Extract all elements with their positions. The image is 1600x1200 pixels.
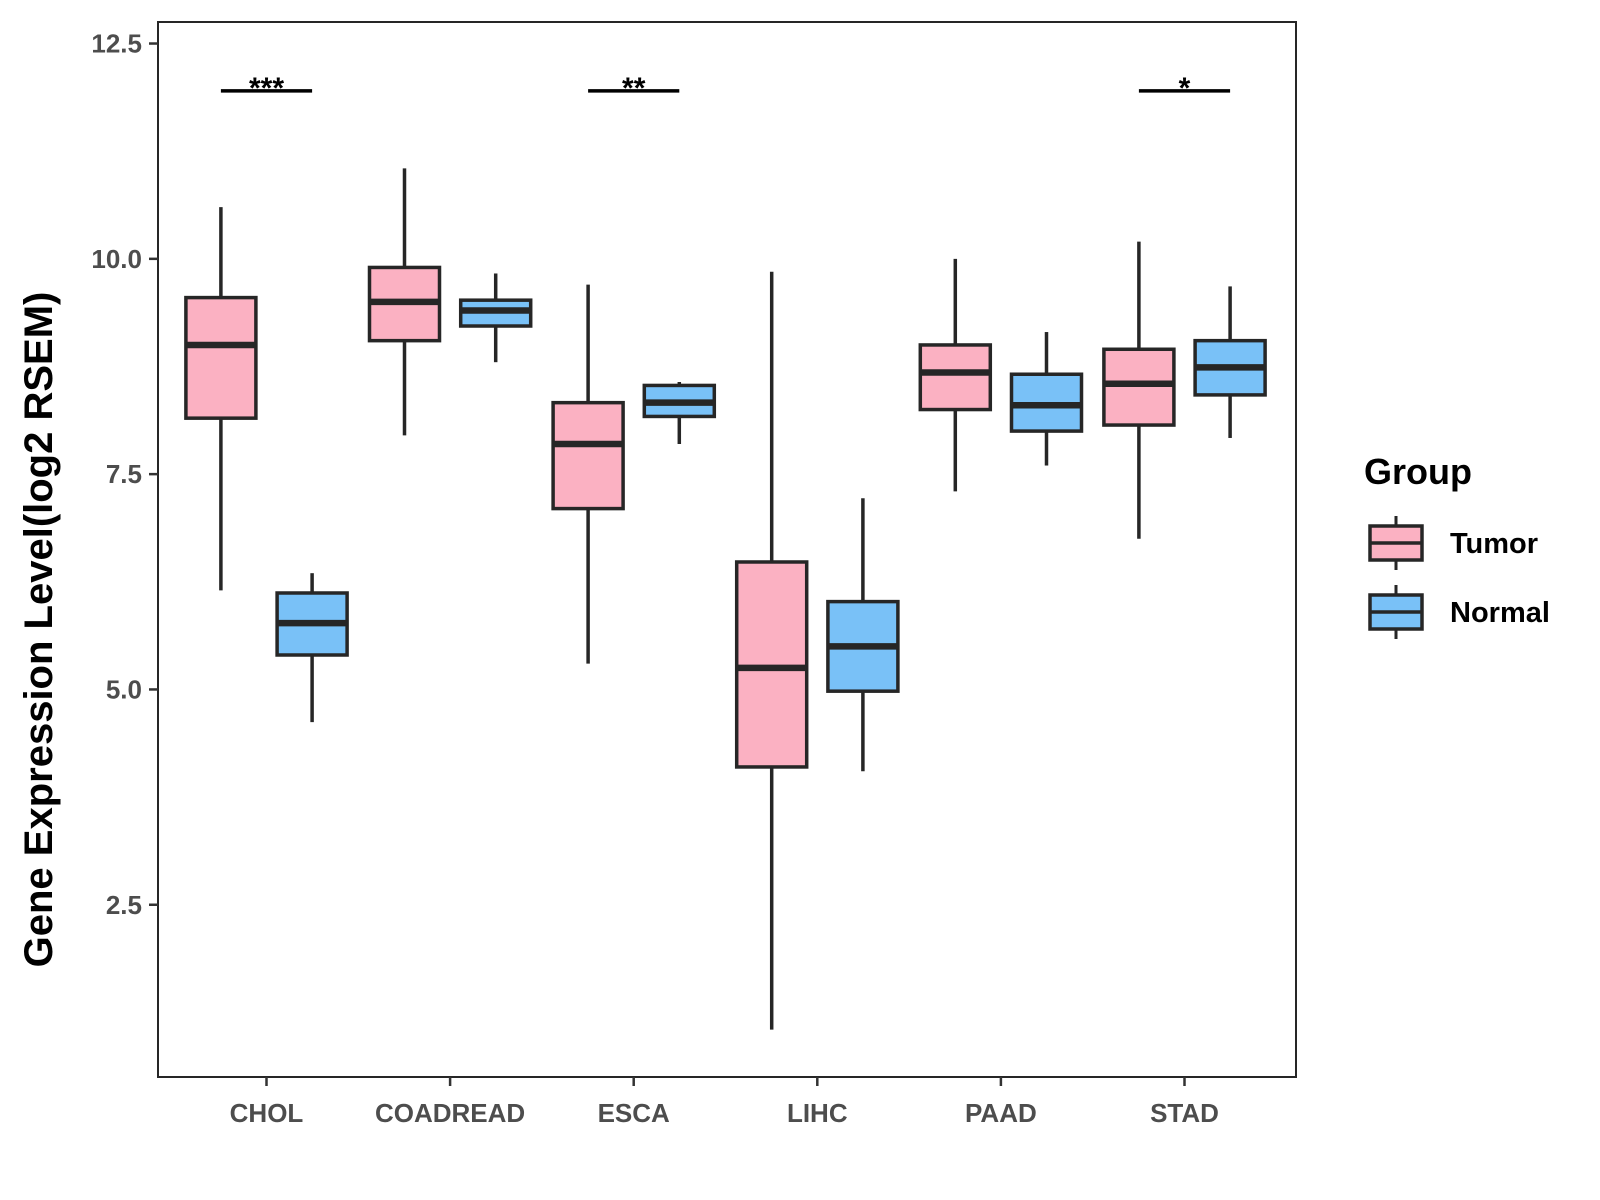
box-tumor-stad (1102, 241, 1176, 539)
iqr-box (1102, 347, 1176, 427)
x-tick-label: CHOL (230, 1098, 304, 1128)
box-tumor-coadread (367, 168, 442, 436)
x-axis: CHOL COADREAD ESCA LIHC PAAD STAD (230, 1077, 1219, 1128)
legend-label: Tumor (1450, 528, 1538, 560)
significance-esca: ** (588, 72, 680, 105)
x-tick-label: ESCA (598, 1098, 670, 1128)
significance-label: * (1179, 72, 1191, 105)
box-normal-esca (642, 381, 717, 444)
significance-stad: * (1138, 72, 1231, 105)
y-tick-label: 5.0 (106, 674, 142, 704)
legend-title: Group (1364, 451, 1472, 492)
y-tick-label: 2.5 (106, 890, 142, 920)
legend-item-normal: Normal (1368, 585, 1550, 639)
iqr-box (184, 295, 258, 420)
box-tumor-chol (184, 207, 258, 591)
iqr-box (551, 400, 625, 511)
y-tick-label: 10.0 (91, 244, 142, 274)
x-tick-label: PAAD (965, 1098, 1037, 1128)
y-tick-label: 7.5 (106, 459, 142, 489)
y-axis-title: Gene Expression Level(log2 RSEM) (17, 292, 61, 968)
plot-area: *** ** * (184, 72, 1267, 1030)
x-tick-label: LIHC (787, 1098, 848, 1128)
legend: Group Tumor Normal (1364, 451, 1550, 639)
legend-label: Normal (1450, 597, 1550, 629)
plot-frame (157, 21, 1297, 1078)
box-normal-stad (1193, 286, 1267, 438)
x-tick-label: STAD (1150, 1098, 1219, 1128)
y-axis: 2.5 5.0 7.5 10.0 12.5 (91, 29, 158, 920)
legend-item-tumor: Tumor (1368, 516, 1538, 570)
box-normal-paad (1009, 332, 1084, 466)
box-normal-lihc (826, 498, 900, 772)
box-normal-coadread (458, 273, 533, 363)
y-tick-label: 12.5 (91, 29, 142, 59)
x-tick-label: COADREAD (375, 1098, 525, 1128)
box-tumor-paad (918, 258, 993, 492)
iqr-box (734, 560, 809, 769)
significance-chol: *** (220, 72, 313, 105)
significance-label: *** (249, 72, 284, 105)
box-normal-chol (275, 573, 349, 723)
iqr-box (918, 343, 993, 412)
box-tumor-lihc (734, 271, 809, 1030)
significance-label: ** (622, 72, 646, 105)
box-tumor-esca (551, 284, 625, 664)
